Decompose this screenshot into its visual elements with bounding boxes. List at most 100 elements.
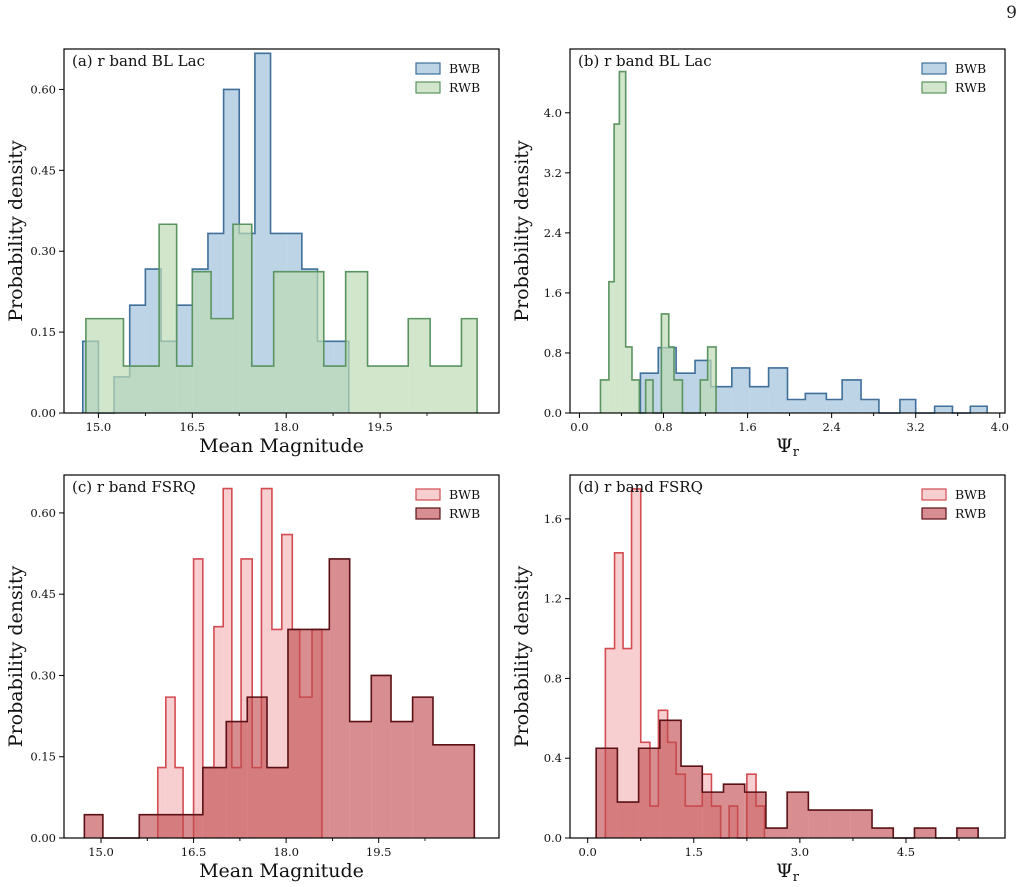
bar bbox=[668, 346, 675, 413]
legend-label: RWB bbox=[449, 506, 480, 521]
legend-swatch bbox=[921, 507, 947, 520]
bar bbox=[308, 629, 330, 838]
legend-swatch bbox=[415, 81, 441, 94]
legend-swatch bbox=[415, 507, 441, 520]
bar bbox=[281, 534, 293, 838]
y-tick-label: 1.6 bbox=[544, 286, 562, 300]
bar bbox=[139, 814, 180, 838]
bar bbox=[850, 810, 873, 838]
x-tick-label: 18.0 bbox=[273, 845, 299, 859]
panel-a: 15.0 16.5 18.0 19.5 0.00 0.15 0.30 0.45 0.60 Mean… bbox=[5, 48, 500, 457]
legend-label: RWB bbox=[955, 80, 986, 95]
series-rwb bbox=[599, 70, 717, 414]
bar bbox=[787, 399, 806, 413]
bar bbox=[631, 488, 641, 838]
panel-d: 0.0 1.5 3.0 4.5 0.0 0.4 0.8 1.2 1.6 Ψr Probability… bbox=[511, 474, 1006, 885]
bar bbox=[623, 648, 632, 838]
legend-label: BWB bbox=[955, 487, 986, 502]
y-axis-label: Probability density bbox=[5, 140, 27, 322]
bar bbox=[247, 697, 267, 838]
bar bbox=[872, 828, 894, 838]
bar bbox=[659, 720, 682, 838]
bar bbox=[254, 53, 271, 413]
bar bbox=[638, 748, 660, 838]
axes-frame bbox=[63, 48, 500, 414]
bar bbox=[617, 802, 639, 838]
series-bwb bbox=[639, 346, 988, 414]
y-tick-label: 1.6 bbox=[544, 512, 562, 526]
bar bbox=[899, 399, 916, 413]
bar bbox=[165, 697, 176, 838]
x-tick-label: 16.5 bbox=[180, 420, 206, 434]
bar bbox=[731, 367, 750, 413]
bar bbox=[934, 406, 953, 413]
y-axis-label: Probability density bbox=[511, 566, 533, 748]
y-tick-label: 0.8 bbox=[544, 671, 562, 685]
bar bbox=[371, 675, 392, 838]
x-tick-label: 15.0 bbox=[88, 845, 114, 859]
x-tick-label: 2.4 bbox=[822, 420, 840, 434]
y-tick-label: 0.45 bbox=[30, 163, 56, 177]
bar bbox=[805, 393, 827, 413]
axes-frame bbox=[569, 474, 1006, 839]
bar bbox=[202, 767, 227, 838]
x-tick-label: 1.6 bbox=[738, 420, 756, 434]
bar bbox=[391, 721, 413, 838]
legend-swatch bbox=[921, 488, 947, 501]
bar bbox=[787, 792, 809, 838]
bar bbox=[596, 748, 618, 838]
bar bbox=[700, 379, 708, 413]
page-number: 9 bbox=[1006, 3, 1017, 23]
bar bbox=[608, 281, 615, 413]
bar bbox=[914, 828, 936, 838]
y-tick-label: 0.0 bbox=[544, 831, 562, 845]
bar bbox=[614, 552, 624, 838]
bar bbox=[768, 367, 788, 413]
panel-b: 0.0 0.8 1.6 2.4 3.2 4.0 0.0 0.8 1.6 2.4 3.2 4.0 Ψr Pr… bbox=[511, 48, 1009, 460]
panel-label: (a) r band BL Lac bbox=[72, 52, 205, 70]
legend: BWB RWB bbox=[921, 61, 986, 95]
x-tick-label: 15.0 bbox=[86, 420, 112, 434]
bar bbox=[232, 224, 252, 413]
x-tick-label: 16.5 bbox=[181, 845, 207, 859]
y-tick-label: 0.8 bbox=[544, 346, 562, 360]
series-rwb bbox=[595, 719, 979, 839]
bar bbox=[157, 767, 166, 838]
bar bbox=[211, 318, 233, 413]
series-rwb bbox=[85, 223, 478, 413]
bar bbox=[193, 558, 203, 838]
x-tick-label: 19.5 bbox=[366, 845, 392, 859]
series-rwb bbox=[83, 558, 476, 839]
bar bbox=[213, 626, 224, 838]
x-axis-label: Ψr bbox=[776, 860, 800, 885]
bar bbox=[412, 697, 433, 838]
y-tick-label: 0.15 bbox=[30, 750, 56, 764]
x-axis-label: Mean Magnitude bbox=[199, 435, 364, 457]
bar bbox=[85, 318, 124, 413]
y-tick-label: 3.2 bbox=[544, 166, 562, 180]
legend-swatch bbox=[921, 81, 947, 94]
bar bbox=[674, 379, 683, 413]
y-tick-label: 4.0 bbox=[544, 106, 562, 120]
bar bbox=[619, 71, 626, 413]
panel-label: (c) r band FSRQ bbox=[72, 478, 196, 496]
bar bbox=[175, 767, 184, 838]
y-axis-label: Probability density bbox=[5, 566, 27, 748]
bar bbox=[625, 346, 632, 413]
legend-label: RWB bbox=[449, 80, 480, 95]
bar bbox=[661, 313, 669, 413]
bar bbox=[681, 766, 703, 838]
series-outline bbox=[639, 346, 988, 414]
bar bbox=[226, 721, 248, 838]
y-tick-label: 1.2 bbox=[544, 592, 562, 606]
series-outline bbox=[85, 223, 478, 413]
x-axis-label: Mean Magnitude bbox=[199, 860, 364, 882]
bar bbox=[826, 399, 843, 413]
panel-label: (b) r band BL Lac bbox=[578, 52, 712, 70]
bar bbox=[430, 366, 462, 413]
axes-frame bbox=[569, 48, 1006, 414]
legend-label: BWB bbox=[449, 61, 480, 76]
bar bbox=[192, 271, 212, 413]
legend: BWB RWB bbox=[921, 487, 986, 521]
bar bbox=[251, 366, 274, 413]
